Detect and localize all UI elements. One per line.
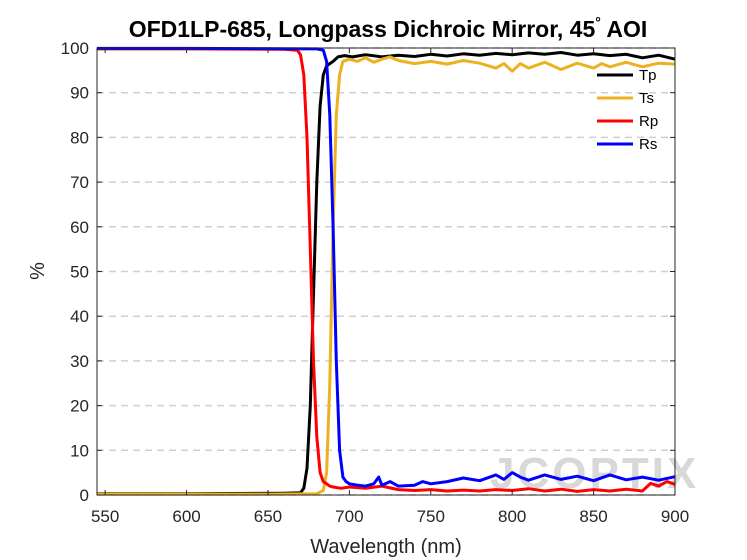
x-tick-label-750: 750 — [417, 507, 445, 526]
x-tick-label-650: 650 — [254, 507, 282, 526]
x-tick-label-600: 600 — [172, 507, 200, 526]
y-tick-label-60: 60 — [70, 218, 89, 237]
y-tick-label-40: 40 — [70, 307, 89, 326]
y-tick-label-20: 20 — [70, 397, 89, 416]
y-axis-label: % — [27, 262, 49, 280]
legend-label-tp: Tp — [639, 67, 657, 84]
series-group — [97, 46, 676, 496]
y-axis-ticks: 0 10 20 30 40 50 60 70 80 90 100 — [61, 39, 675, 505]
x-tick-label-850: 850 — [579, 507, 607, 526]
series-line-tp — [97, 51, 676, 496]
x-tick-label-800: 800 — [498, 507, 526, 526]
series-line-rs — [97, 46, 676, 488]
series-line-ts — [97, 55, 676, 496]
chart-title: OFD1LP-685, Longpass Dichroic Mirror, 45… — [129, 14, 648, 42]
y-tick-label-70: 70 — [70, 173, 89, 192]
x-tick-label-900: 900 — [661, 507, 689, 526]
y-tick-label-100: 100 — [61, 39, 89, 58]
legend-label-rs: Rs — [639, 136, 657, 153]
series-line-rp — [97, 47, 676, 493]
x-axis-ticks: 550 600 650 700 750 800 850 900 — [91, 48, 689, 526]
y-tick-label-0: 0 — [80, 486, 89, 505]
y-tick-label-30: 30 — [70, 352, 89, 371]
legend-label-ts: Ts — [639, 90, 654, 107]
x-tick-label-550: 550 — [91, 507, 119, 526]
grid — [97, 47, 675, 496]
x-axis-label: Wavelength (nm) — [310, 536, 462, 558]
x-tick-label-700: 700 — [335, 507, 363, 526]
legend-label-rp: Rp — [639, 113, 658, 130]
y-tick-label-80: 80 — [70, 128, 89, 147]
y-tick-label-10: 10 — [70, 441, 89, 460]
y-tick-label-50: 50 — [70, 263, 89, 282]
legend: Tp Ts Rp Rs — [597, 67, 658, 153]
y-tick-label-90: 90 — [70, 84, 89, 103]
